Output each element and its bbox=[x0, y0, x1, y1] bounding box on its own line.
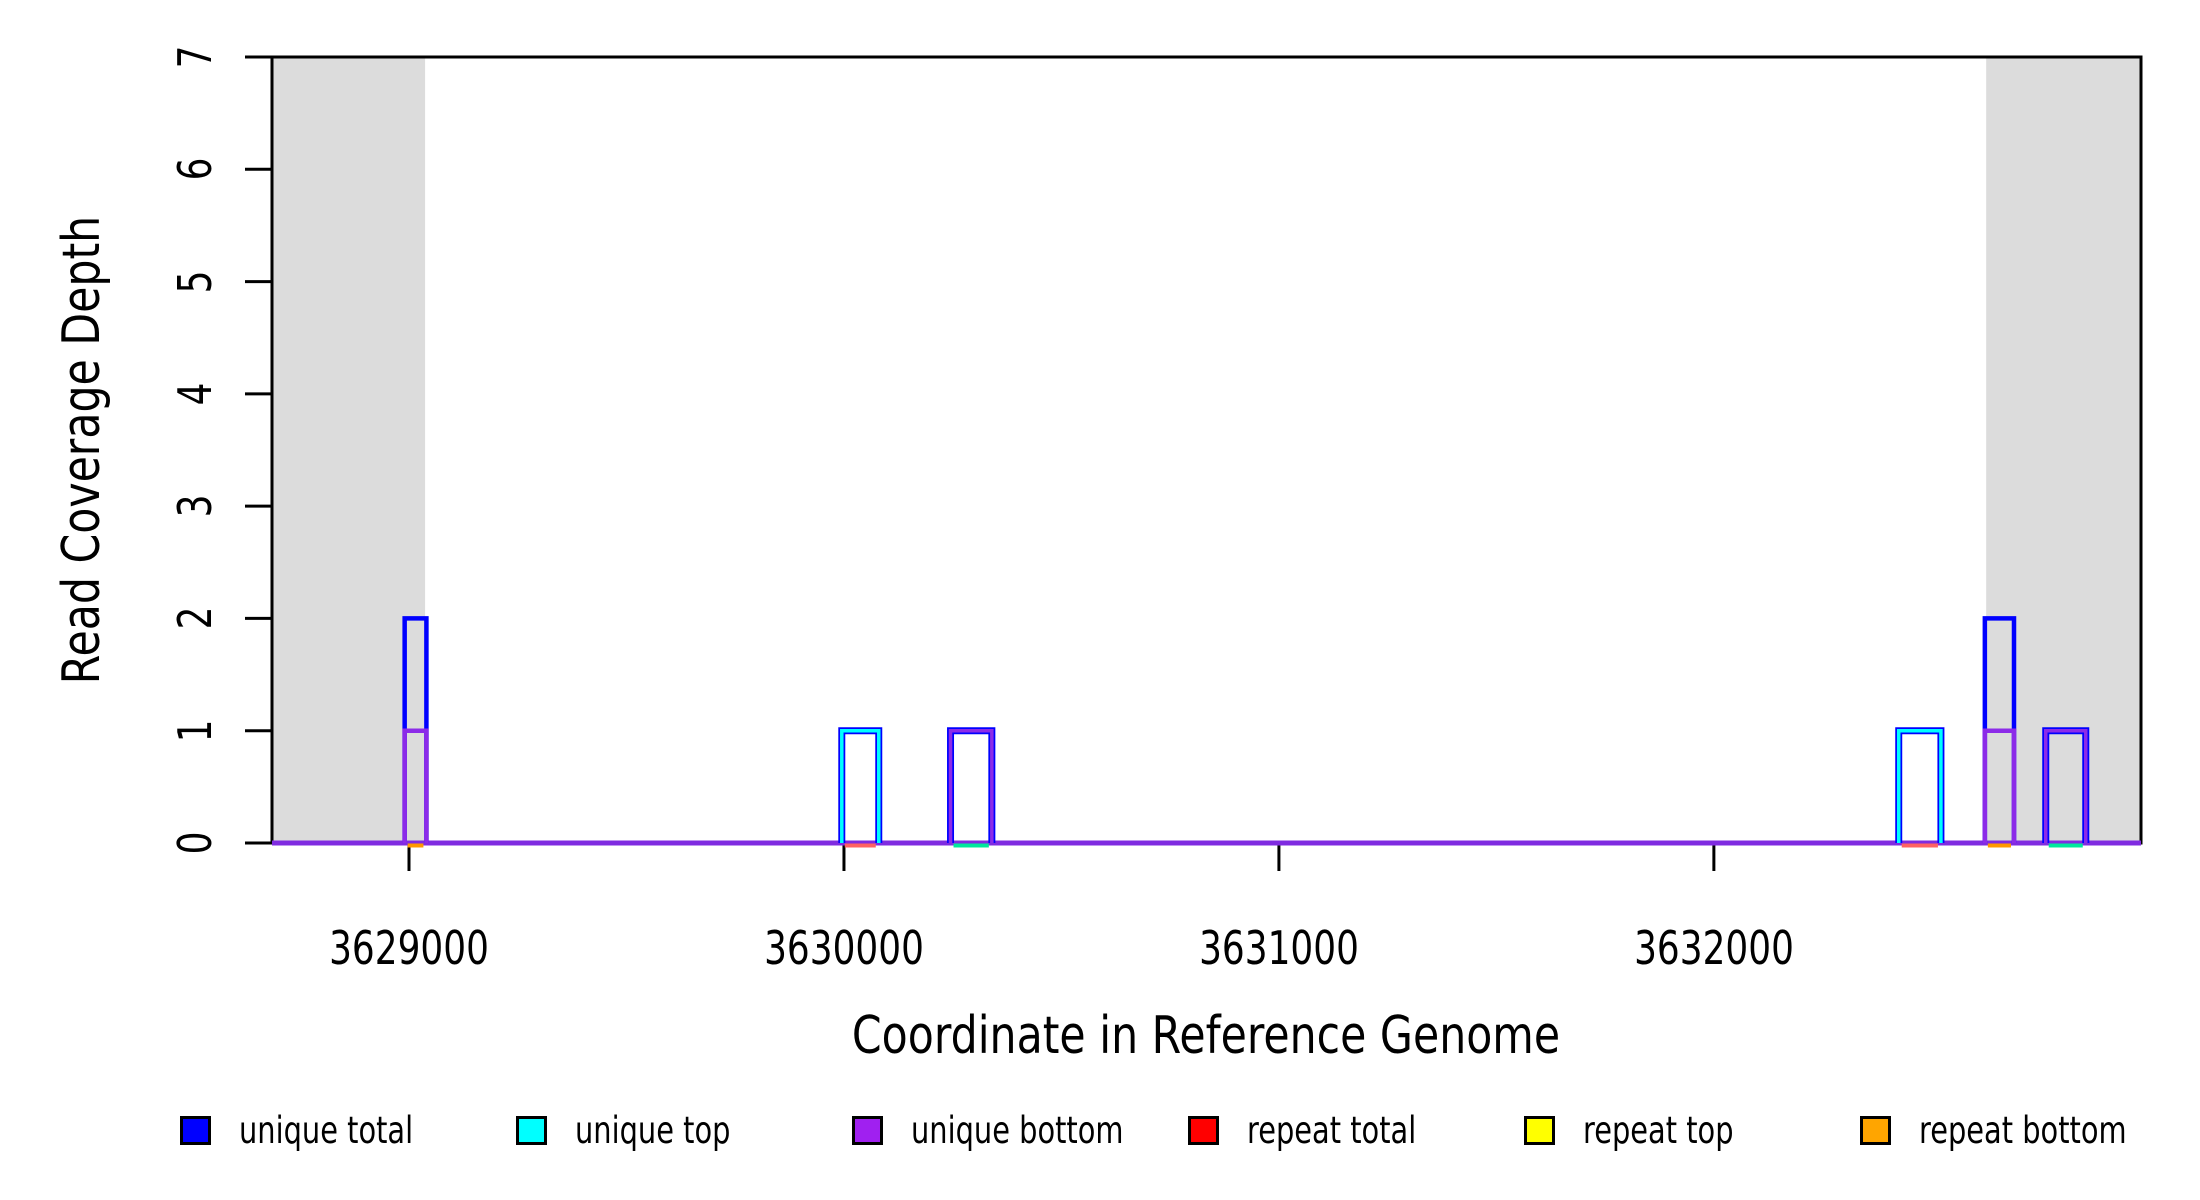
bar-unique-total bbox=[947, 727, 996, 843]
y-tick-label-4: 4 bbox=[168, 382, 222, 406]
y-tick-label-3: 3 bbox=[168, 494, 222, 518]
bar-unique-total bbox=[838, 727, 883, 843]
legend-label: unique top bbox=[575, 1108, 731, 1152]
y-tick-label-7: 7 bbox=[168, 45, 222, 69]
plot-box bbox=[270, 55, 2143, 845]
bar-unique-bottom bbox=[948, 728, 994, 843]
legend-item-repeat-total: repeat total bbox=[1188, 1109, 1464, 1152]
legend-label: repeat total bbox=[1247, 1108, 1417, 1152]
x-tick-label-3631000: 3631000 bbox=[1199, 921, 1359, 975]
y-tick-label-2: 2 bbox=[168, 607, 222, 630]
y-tick-label-1: 1 bbox=[168, 719, 222, 743]
x-tick-label-3629000: 3629000 bbox=[329, 921, 489, 975]
legend-swatch-icon-unique-bottom bbox=[852, 1115, 883, 1145]
legend-label: repeat bottom bbox=[1919, 1108, 2127, 1152]
legend-item-unique-top: unique top bbox=[516, 1109, 774, 1152]
legend-item-repeat-top: repeat top bbox=[1524, 1109, 1776, 1152]
legend-swatch-icon-unique-top bbox=[516, 1115, 547, 1145]
legend-swatch-icon-repeat-top bbox=[1524, 1115, 1555, 1145]
x-axis-title: Coordinate in Reference Genome bbox=[851, 1006, 1561, 1066]
bar-unique-total bbox=[1895, 727, 1945, 843]
legend-label: unique bottom bbox=[911, 1108, 1124, 1152]
legend-item-repeat-bottom: repeat bottom bbox=[1860, 1109, 2185, 1152]
y-tick-label-5: 5 bbox=[168, 270, 222, 293]
legend-item-unique-total: unique total bbox=[180, 1109, 462, 1152]
shaded-repeat-region-1 bbox=[272, 57, 426, 843]
bar-unique-top bbox=[840, 728, 881, 843]
x-tick-label-3632000: 3632000 bbox=[1633, 921, 1794, 975]
bar-unique-bottom bbox=[2043, 728, 2088, 843]
legend-item-unique-bottom: unique bottom bbox=[852, 1109, 1183, 1152]
legend-swatch-icon-repeat-bottom bbox=[1860, 1115, 1891, 1145]
legend-swatch-icon-unique-total bbox=[180, 1115, 211, 1145]
bar-unique-bottom bbox=[402, 728, 429, 843]
x-tick-label-3630000: 3630000 bbox=[764, 921, 924, 975]
legend-label: unique total bbox=[239, 1108, 414, 1152]
bar-unique-bottom bbox=[1982, 728, 2017, 843]
bar-unique-top bbox=[1896, 728, 1943, 843]
legend-label: repeat top bbox=[1583, 1108, 1734, 1152]
shaded-repeat-region-2 bbox=[1986, 57, 2141, 843]
y-tick-label-6: 6 bbox=[168, 157, 222, 181]
y-tick-label-0: 0 bbox=[168, 831, 222, 855]
legend-swatch-icon-repeat-total bbox=[1188, 1115, 1219, 1145]
y-axis-title: Read Coverage Depth bbox=[52, 215, 112, 685]
